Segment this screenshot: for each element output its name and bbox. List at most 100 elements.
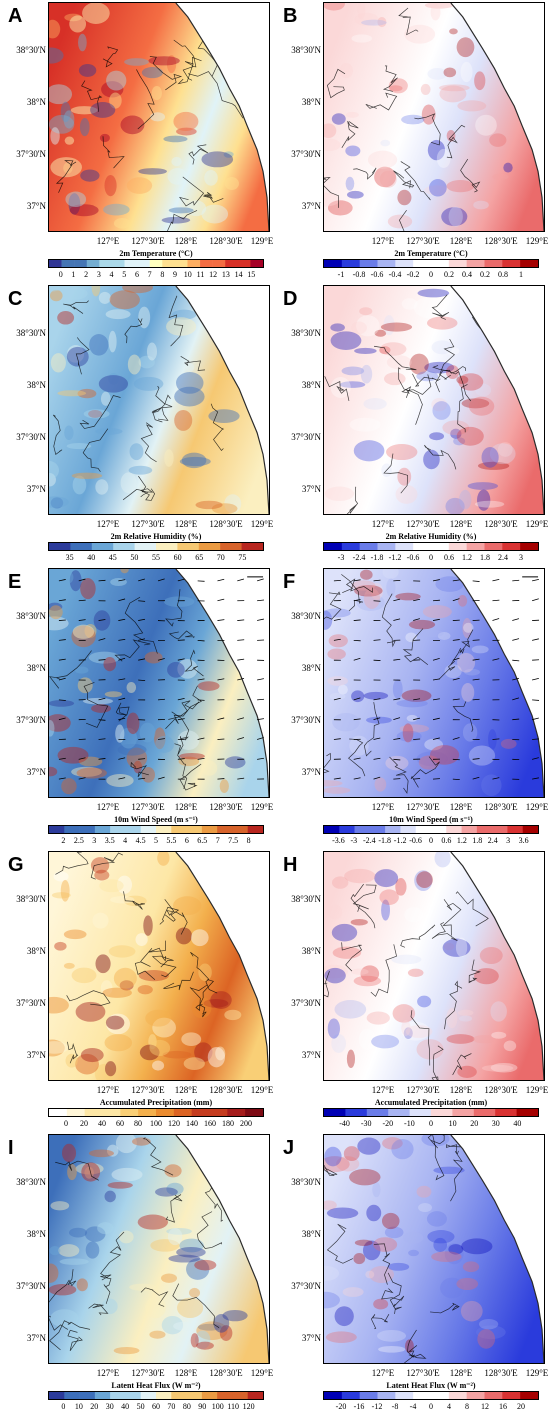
wind-vector <box>118 777 126 780</box>
colorbar-tick-label: 40 <box>98 1119 106 1128</box>
contour-line <box>67 1041 79 1064</box>
field-blob <box>339 63 353 79</box>
contour-line <box>138 475 154 498</box>
longitude-tick-label: 127°E <box>96 1085 120 1095</box>
field-blob <box>201 204 229 224</box>
contour-line <box>151 394 171 423</box>
colorbar-tick-label: 60 <box>116 1119 124 1128</box>
longitude-tick-label: 128°30'E <box>484 1085 518 1095</box>
panel-d: D 38°30'N 38°N 37°30'N 37°N 127°E 127°30'E 128°… <box>275 283 550 566</box>
colorbar-tick-label: 1 <box>71 270 76 279</box>
field-blob <box>61 778 77 795</box>
wind-vector <box>217 578 225 582</box>
longitude-tick-label: 128°30'E <box>484 1368 518 1378</box>
contour-line <box>468 959 482 984</box>
colorbar-bin <box>341 1392 361 1399</box>
contour-line <box>155 385 173 421</box>
field-blob <box>363 398 387 410</box>
wind-vector <box>217 717 225 721</box>
field-blob <box>461 398 490 409</box>
colorbar-tick-label: 70 <box>216 553 225 562</box>
contour-line <box>324 752 331 774</box>
field-blob <box>481 774 502 797</box>
longitude-tick-label: 127°30'E <box>406 519 440 529</box>
field-blob <box>115 724 125 743</box>
field-blob <box>58 1244 80 1257</box>
contour-line <box>49 1315 69 1331</box>
field-blob <box>382 1137 403 1150</box>
field-blob <box>478 1319 499 1330</box>
colorbar-tick-label: 0 <box>429 553 433 562</box>
contour-line <box>90 852 123 880</box>
field-blob <box>190 929 209 947</box>
contour-line <box>393 170 415 189</box>
field-blob <box>66 443 92 450</box>
colorbar-bin <box>209 1109 228 1116</box>
colorbar-bin <box>446 826 462 833</box>
field-blob <box>457 1065 477 1078</box>
colorbar-tick-label: -3 <box>350 836 358 845</box>
field-blob <box>350 918 368 926</box>
colorbar-tick-label: -0.6 <box>409 836 422 845</box>
field-blob <box>329 692 346 700</box>
colorbar-bin <box>49 543 71 550</box>
colorbar-tick-label: 7.5 <box>228 836 239 845</box>
colorbar-bin <box>125 1392 142 1399</box>
contour-line <box>452 701 474 732</box>
colorbar-bin <box>522 826 538 833</box>
colorbar-bin <box>191 1109 210 1116</box>
colorbar-bin <box>94 1392 111 1399</box>
field-blob <box>132 1137 151 1146</box>
colorbar-bin <box>377 1392 396 1399</box>
field-blob <box>126 177 153 194</box>
wind-vector <box>393 738 401 740</box>
field-blob <box>489 443 516 465</box>
panel-label: J <box>283 1137 295 1159</box>
field-blob <box>126 682 137 694</box>
field-blob <box>75 1001 106 1022</box>
panel-f: F 38°30'N 38°N 37°30'N 37°N 127°E 127°30'E 128°… <box>275 566 550 849</box>
field-blob <box>59 1258 89 1265</box>
wind-vector <box>531 598 539 602</box>
contour-line <box>404 1345 418 1363</box>
panel-label: E <box>8 571 22 593</box>
field-blob <box>420 83 431 96</box>
field-blob <box>124 58 149 66</box>
wind-vector <box>177 658 185 661</box>
wind-vector <box>452 698 460 701</box>
field-blob <box>67 345 85 363</box>
contour-line <box>326 68 346 99</box>
field-blob <box>104 691 123 698</box>
colorbar <box>323 825 539 834</box>
wind-vector <box>118 657 126 661</box>
contour-line <box>124 596 158 654</box>
latitude-tick-label: 38°N <box>301 1229 321 1239</box>
field-blob <box>324 3 345 11</box>
field-blob <box>359 307 373 316</box>
longitude-tick-label: 129°E <box>525 802 549 812</box>
wind-vector <box>413 698 421 701</box>
field-blob <box>476 1325 506 1340</box>
colorbar-bin <box>102 1109 121 1116</box>
wind-vector <box>98 697 106 701</box>
colorbar-tick-label: 5 <box>154 836 158 845</box>
wind-vector <box>532 757 539 760</box>
contour-line <box>373 345 417 371</box>
wind-vector <box>138 578 145 582</box>
field-blob <box>115 1135 137 1154</box>
field-blob <box>436 148 451 169</box>
field-blob <box>94 869 110 881</box>
wind-vector <box>413 778 421 780</box>
latitude-tick-label: 37°N <box>301 201 321 211</box>
field-blob <box>446 180 475 193</box>
field-blob <box>443 67 457 78</box>
field-blob <box>327 1018 340 1039</box>
contour-line <box>382 65 398 92</box>
colorbar-tick-label: 2 <box>84 270 89 279</box>
field-blob <box>127 354 141 375</box>
colorbar-tick-label: -3.6 <box>332 836 345 845</box>
field-blob <box>141 67 163 79</box>
wind-vector <box>197 678 205 681</box>
latitude-tick-label: 38°30'N <box>16 45 46 55</box>
colorbar-tick-label: 120 <box>242 1402 255 1411</box>
